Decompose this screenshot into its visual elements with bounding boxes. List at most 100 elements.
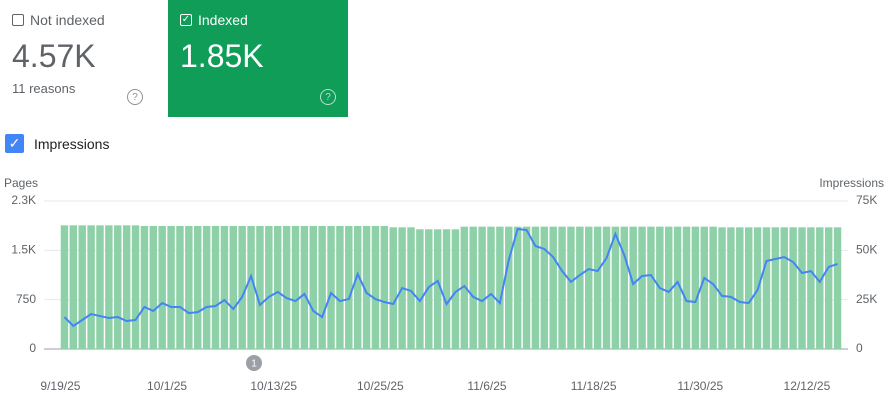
- bar: [194, 225, 202, 349]
- bar: [567, 226, 575, 349]
- bar: [336, 225, 344, 349]
- bar: [647, 226, 655, 349]
- bar: [833, 227, 842, 349]
- bar: [60, 225, 69, 349]
- indexed-card[interactable]: ✓ Indexed 1.85K ?: [168, 0, 348, 117]
- bar: [816, 227, 824, 349]
- bar: [451, 229, 460, 349]
- bar: [389, 227, 397, 349]
- legend-checkbox[interactable]: ✓: [5, 134, 24, 153]
- bar: [709, 226, 717, 349]
- bar: [549, 226, 557, 349]
- bar: [265, 225, 273, 349]
- bar: [807, 227, 815, 349]
- bar: [211, 225, 220, 349]
- card-title: Indexed: [198, 12, 248, 28]
- bar: [824, 227, 833, 349]
- bar: [700, 226, 708, 349]
- bar: [433, 229, 442, 349]
- bar: [780, 227, 788, 349]
- bar: [291, 225, 300, 349]
- bar: [140, 225, 149, 349]
- bar: [762, 227, 771, 349]
- bar: [273, 225, 282, 349]
- bar: [691, 226, 700, 349]
- bar: [593, 226, 602, 349]
- y2-tick-label: 25K: [856, 292, 877, 306]
- y2-tick-label: 0: [856, 341, 863, 355]
- bar: [727, 227, 735, 349]
- y2-axis-label: Impressions: [819, 176, 884, 190]
- bar: [114, 225, 122, 349]
- bar: [540, 226, 549, 349]
- bar: [158, 225, 166, 349]
- bar: [353, 225, 362, 349]
- bar: [105, 225, 113, 349]
- bar: [96, 225, 104, 349]
- bar: [300, 225, 309, 349]
- bar: [469, 226, 477, 349]
- y-axis-label: Pages: [4, 176, 38, 190]
- bar: [487, 226, 495, 349]
- bar: [496, 226, 504, 349]
- bar: [682, 226, 691, 349]
- annotation-label: 1: [251, 359, 257, 370]
- legend-label: Impressions: [34, 135, 110, 152]
- bar: [202, 225, 211, 349]
- bar: [309, 225, 317, 349]
- bar: [407, 227, 415, 349]
- bar: [122, 225, 131, 349]
- bar: [247, 225, 255, 349]
- bar: [371, 225, 380, 349]
- card-value: 1.85K: [180, 38, 264, 74]
- bar: [478, 226, 486, 349]
- bar: [327, 225, 335, 349]
- bar: [185, 225, 193, 349]
- bar: [362, 225, 371, 349]
- x-tick-label: 12/12/25: [784, 379, 831, 393]
- help-icon[interactable]: ?: [127, 89, 143, 105]
- bar: [131, 225, 140, 349]
- bar: [602, 226, 611, 349]
- bar: [629, 226, 637, 349]
- card-subtitle: 11 reasons: [12, 81, 76, 96]
- bar: [416, 229, 424, 349]
- legend[interactable]: ✓ Impressions: [5, 134, 109, 153]
- line: [63, 227, 838, 328]
- bar: [585, 226, 593, 349]
- bar: [87, 225, 95, 349]
- card-value: 4.57K: [12, 38, 96, 74]
- bar: [638, 226, 646, 349]
- bar: [611, 226, 620, 349]
- not-indexed-card[interactable]: Not indexed 4.57K 11 reasons ?: [0, 0, 155, 117]
- checkbox[interactable]: [12, 14, 24, 26]
- y2-tick-label: 75K: [856, 193, 877, 207]
- bar: [167, 225, 175, 349]
- bar: [425, 229, 433, 349]
- help-icon[interactable]: ?: [320, 89, 336, 105]
- bar: [345, 225, 353, 349]
- y-tick-label: 2.3K: [11, 193, 36, 207]
- bar: [522, 226, 531, 349]
- x-tick-label: 10/25/25: [357, 379, 404, 393]
- bar: [460, 226, 469, 349]
- bar: [718, 227, 726, 349]
- bar: [229, 225, 238, 349]
- x-tick-label: 11/30/25: [677, 379, 723, 393]
- bar: [736, 227, 744, 349]
- y-tick-label: 1.5K: [11, 243, 36, 257]
- bar: [238, 225, 246, 349]
- bar: [318, 225, 326, 349]
- bar: [531, 226, 540, 349]
- checkbox[interactable]: ✓: [180, 14, 192, 26]
- bar: [771, 227, 780, 349]
- bar: [282, 225, 291, 349]
- annotation-marker: [246, 355, 262, 371]
- card-title: Not indexed: [30, 12, 105, 28]
- bar: [513, 226, 522, 349]
- bar: [149, 225, 158, 349]
- bar: [505, 226, 513, 349]
- bar: [380, 225, 389, 349]
